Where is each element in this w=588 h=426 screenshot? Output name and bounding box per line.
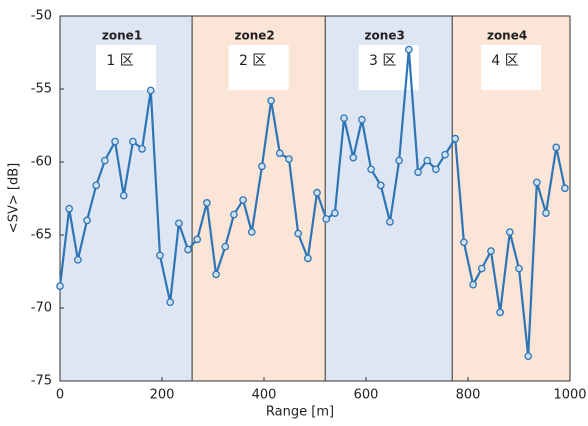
data-point bbox=[184, 245, 192, 254]
data-point bbox=[166, 298, 175, 307]
data-point bbox=[367, 165, 375, 174]
data-point bbox=[414, 168, 422, 177]
y-tick-label: -65 bbox=[31, 228, 52, 243]
data-point bbox=[395, 156, 403, 165]
zone-label: zone2 bbox=[235, 29, 275, 43]
data-point bbox=[487, 247, 495, 255]
zone-label: zone1 bbox=[102, 29, 142, 43]
data-point bbox=[146, 86, 155, 95]
data-point bbox=[496, 308, 504, 317]
data-point bbox=[138, 145, 146, 153]
data-point bbox=[119, 191, 128, 200]
zone-sublabel: 1 区 bbox=[106, 53, 133, 69]
data-point bbox=[376, 181, 385, 190]
data-point bbox=[404, 45, 413, 54]
data-point bbox=[358, 115, 366, 124]
data-point bbox=[313, 188, 321, 197]
data-point bbox=[524, 352, 533, 361]
zone-label-box bbox=[228, 45, 289, 90]
zone-sublabel: 4 区 bbox=[491, 53, 518, 69]
data-point bbox=[469, 280, 477, 289]
data-point bbox=[386, 218, 394, 226]
zone-label: zone3 bbox=[365, 29, 405, 43]
zone-sublabel: 2 区 bbox=[239, 53, 266, 69]
data-point bbox=[156, 251, 164, 260]
x-tick-label: 200 bbox=[150, 388, 175, 403]
data-point bbox=[322, 215, 331, 223]
y-tick-label: -50 bbox=[31, 9, 52, 24]
data-point bbox=[92, 181, 101, 190]
x-tick-label: 0 bbox=[56, 388, 64, 403]
y-axis-label: <SV> [dB] bbox=[7, 163, 22, 233]
data-point bbox=[340, 114, 348, 123]
data-point bbox=[111, 137, 119, 146]
x-tick-label: 600 bbox=[354, 388, 379, 403]
data-point bbox=[267, 96, 275, 105]
data-point bbox=[230, 210, 238, 219]
data-point bbox=[285, 155, 293, 163]
data-point bbox=[294, 229, 303, 238]
data-point bbox=[460, 238, 468, 247]
data-point bbox=[239, 196, 247, 204]
data-point bbox=[542, 209, 550, 217]
y-tick-label: -60 bbox=[31, 155, 52, 170]
data-point bbox=[129, 137, 137, 146]
data-point bbox=[275, 149, 284, 158]
zone-label-box bbox=[96, 45, 157, 90]
zone-label-box bbox=[481, 45, 542, 90]
x-tick-label: 1000 bbox=[553, 388, 586, 403]
data-point bbox=[101, 156, 109, 165]
x-tick-label: 400 bbox=[252, 388, 277, 403]
data-point bbox=[212, 270, 220, 279]
data-point bbox=[247, 228, 256, 236]
data-point bbox=[561, 184, 569, 193]
y-tick-label: -75 bbox=[31, 374, 52, 389]
zone-label: zone4 bbox=[487, 29, 527, 43]
data-point bbox=[174, 219, 183, 228]
data-point bbox=[477, 264, 486, 273]
data-point bbox=[203, 199, 211, 207]
y-tick-label: -70 bbox=[31, 301, 52, 316]
plot-frame bbox=[59, 15, 571, 382]
data-point bbox=[515, 264, 523, 273]
data-point bbox=[451, 134, 460, 143]
data-point bbox=[441, 150, 449, 159]
zone-sublabel: 3 区 bbox=[369, 53, 396, 69]
data-point bbox=[349, 153, 358, 162]
data-point bbox=[331, 209, 339, 217]
data-point bbox=[258, 162, 266, 171]
data-point bbox=[221, 242, 230, 251]
data-point bbox=[423, 156, 432, 165]
x-tick-label: 800 bbox=[456, 388, 481, 403]
data-point bbox=[552, 143, 561, 152]
data-point bbox=[56, 282, 64, 290]
data-point bbox=[193, 235, 202, 244]
data-point bbox=[505, 228, 514, 236]
data-point bbox=[74, 255, 82, 264]
data-point bbox=[65, 204, 74, 213]
data-point bbox=[532, 178, 541, 187]
x-axis-label: Range [m] bbox=[266, 405, 334, 420]
data-point bbox=[83, 216, 91, 225]
data-point bbox=[432, 165, 440, 174]
y-tick-label: -55 bbox=[31, 82, 52, 97]
data-point bbox=[304, 254, 312, 263]
